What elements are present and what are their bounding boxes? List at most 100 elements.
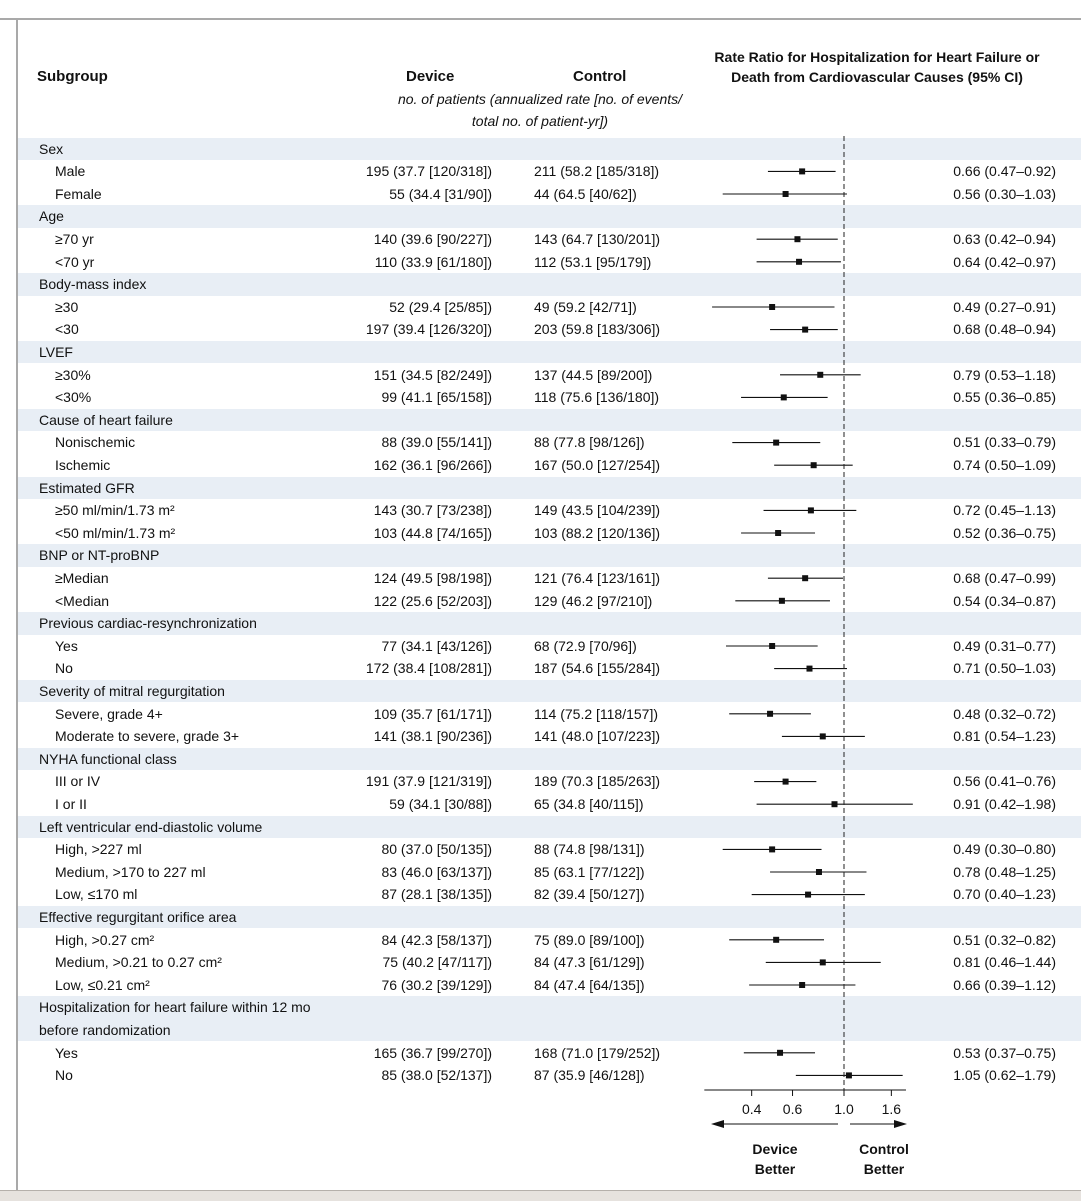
subgroup-label: Hospitalization for heart failure within… — [39, 999, 311, 1016]
subgroup-label: Medium, >170 to 227 ml — [55, 863, 206, 880]
subgroup-row: Female 55 (34.4 [31/90]) 44 (64.5 [40/62])… — [18, 183, 1081, 206]
subgroup-label: Male — [55, 163, 86, 180]
subgroup-category-row: before randomization — [18, 1018, 1081, 1042]
control-value: 114 (75.2 [118/157]) — [534, 705, 659, 722]
subgroup-category-row: Cause of heart failure — [18, 408, 1081, 432]
subgroup-row: Yes 77 (34.1 [43/126]) 68 (72.9 [70/96]) 0.… — [18, 635, 1081, 658]
subgroup-label: Moderate to severe, grade 3+ — [55, 728, 240, 745]
subgroup-label: III or IV — [55, 773, 101, 790]
subgroup-label: ≥70 yr — [55, 230, 94, 247]
point-estimate — [817, 371, 824, 378]
device-better-label: Device — [752, 1141, 797, 1157]
subgroup-label: Estimated GFR — [39, 479, 135, 496]
control-value: 141 (48.0 [107/223]) — [534, 728, 661, 745]
subgroup-label: Low, ≤0.21 cm² — [55, 976, 150, 993]
subgroup-row: Yes 165 (36.7 [99/270]) 168 (71.0 [179/252… — [18, 1042, 1081, 1065]
device-value: 109 (35.7 [61/171]) — [373, 705, 492, 722]
subgroup-label: High, >227 ml — [55, 841, 142, 858]
point-estimate — [845, 1072, 852, 1079]
subgroup-row: ≥70 yr 140 (39.6 [90/227]) 143 (64.7 [130/… — [18, 228, 1081, 251]
subgroup-label: Cause of heart failure — [39, 411, 173, 428]
control-value: 129 (46.2 [97/210]) — [534, 592, 653, 609]
subgroup-label: <30 — [55, 321, 79, 338]
rate-ratio-ci: 0.56 (0.30–1.03) — [953, 185, 1056, 202]
subgroup-label: Low, ≤170 ml — [55, 886, 138, 903]
subgroup-label: High, >0.27 cm² — [55, 931, 155, 948]
x-tick-label: 0.4 — [742, 1101, 762, 1117]
device-value: 59 (34.1 [30/88]) — [389, 795, 492, 812]
subgroup-label: No — [55, 1067, 73, 1084]
point-estimate — [802, 326, 809, 333]
rate-ratio-ci: 0.66 (0.47–0.92) — [953, 163, 1056, 180]
control-value: 112 (53.1 [95/179]) — [534, 253, 652, 270]
subgroup-row: High, >0.27 cm² 84 (42.3 [58/137]) 75 (89.… — [18, 929, 1081, 952]
subgroup-row: ≥30% 151 (34.5 [82/249]) 137 (44.5 [89/200… — [18, 364, 1081, 387]
device-value: 122 (25.6 [52/203]) — [373, 592, 492, 609]
subgroup-row: III or IV 191 (37.9 [121/319]) 189 (70.3 [… — [18, 770, 1081, 793]
rate-ratio-ci: 0.81 (0.46–1.44) — [953, 954, 1056, 971]
device-value: 165 (36.7 [99/270]) — [373, 1044, 492, 1061]
point-estimate — [778, 597, 785, 604]
control-value: 88 (77.8 [98/126]) — [534, 434, 645, 451]
rate-ratio-ci: 0.54 (0.34–0.87) — [953, 592, 1056, 609]
device-value: 103 (44.8 [74/165]) — [373, 524, 492, 541]
control-value: 87 (35.9 [46/128]) — [534, 1067, 645, 1084]
rate-ratio-ci: 0.49 (0.27–0.91) — [953, 298, 1056, 315]
device-value: 55 (34.4 [31/90]) — [389, 185, 492, 202]
device-value: 77 (34.1 [43/126]) — [381, 637, 492, 654]
rate-ratio-ci: 1.05 (0.62–1.79) — [953, 1067, 1056, 1084]
control-value: 168 (71.0 [179/252]) — [534, 1044, 661, 1061]
rate-ratio-ci: 0.68 (0.47–0.99) — [953, 569, 1056, 586]
device-value: 80 (37.0 [50/135]) — [381, 841, 492, 858]
subgroup-category-row: Body-mass index — [18, 273, 1081, 296]
rate-ratio-ci: 0.79 (0.53–1.18) — [953, 366, 1056, 383]
subgroup-label: Nonischemic — [55, 434, 136, 451]
point-estimate — [769, 846, 776, 853]
device-value: 195 (37.7 [120/318]) — [365, 163, 492, 180]
subgroup-label: Age — [39, 208, 64, 225]
subgroup-row: <Median 122 (25.6 [52/203]) 129 (46.2 [97/… — [18, 590, 1081, 613]
footer-band — [0, 1190, 1081, 1201]
control-value: 82 (39.4 [50/127]) — [534, 886, 645, 903]
control-header: Control — [573, 68, 627, 85]
rate-ratio-ci: 0.72 (0.45–1.13) — [953, 502, 1056, 519]
point-estimate — [782, 778, 789, 785]
subgroup-row: Ischemic 162 (36.1 [96/266]) 167 (50.0 [12… — [18, 454, 1081, 477]
control-value: 149 (43.5 [104/239]) — [534, 502, 661, 519]
subgroup-label: Previous cardiac-resynchronization — [39, 615, 257, 632]
rate-ratio-ci: 0.51 (0.33–0.79) — [953, 434, 1056, 451]
point-estimate — [782, 191, 789, 197]
rate-ratio-ci: 0.49 (0.30–0.80) — [953, 841, 1056, 858]
subgroup-header: Subgroup — [37, 68, 108, 85]
subgroup-row: ≥50 ml/min/1.73 m² 143 (30.7 [73/238]) 149… — [18, 499, 1081, 522]
rate-ratio-ci: 0.49 (0.31–0.77) — [953, 637, 1056, 654]
subgroup-row: Medium, >170 to 227 ml 83 (46.0 [63/137])… — [18, 861, 1081, 884]
subgroup-label: Yes — [55, 1044, 78, 1061]
rate-ratio-ci: 0.68 (0.48–0.94) — [953, 321, 1056, 338]
x-tick-label: 1.6 — [882, 1101, 902, 1117]
subgroup-label: ≥30 — [55, 298, 79, 315]
subgroup-label: I or II — [55, 795, 87, 812]
rate-ratio-ci: 0.81 (0.54–1.23) — [953, 728, 1056, 745]
subgroup-category-row: Hospitalization for heart failure within… — [18, 996, 1081, 1019]
rate-ratio-ci: 0.48 (0.32–0.72) — [953, 705, 1056, 722]
control-value: 121 (76.4 [123/161]) — [534, 569, 661, 586]
point-estimate — [769, 643, 776, 649]
control-value: 88 (74.8 [98/131]) — [534, 841, 645, 858]
device-value: 52 (29.4 [25/85]) — [389, 298, 492, 315]
point-estimate — [815, 869, 822, 875]
subgroup-category-row: LVEF — [18, 340, 1081, 364]
control-value: 65 (34.8 [40/115]) — [534, 795, 644, 812]
subgroup-row: Low, ≤170 ml 87 (28.1 [38/135]) 82 (39.4 [… — [18, 883, 1081, 906]
control-value: 203 (59.8 [183/306]) — [534, 321, 661, 338]
device-value: 83 (46.0 [63/137]) — [381, 863, 492, 880]
control-value: 84 (47.4 [64/135]) — [534, 976, 645, 993]
control-value: 118 (75.6 [136/180]) — [534, 389, 660, 406]
subgroup-row: Low, ≤0.21 cm² 76 (30.2 [39/129]) 84 (47.4… — [18, 974, 1081, 997]
device-value: 110 (33.9 [61/180]) — [374, 253, 492, 270]
point-estimate — [810, 462, 817, 469]
point-estimate — [802, 575, 809, 582]
point-estimate — [794, 236, 801, 243]
subgroup-row: Medium, >0.21 to 0.27 cm² 75 (40.2 [47/11… — [18, 951, 1081, 974]
